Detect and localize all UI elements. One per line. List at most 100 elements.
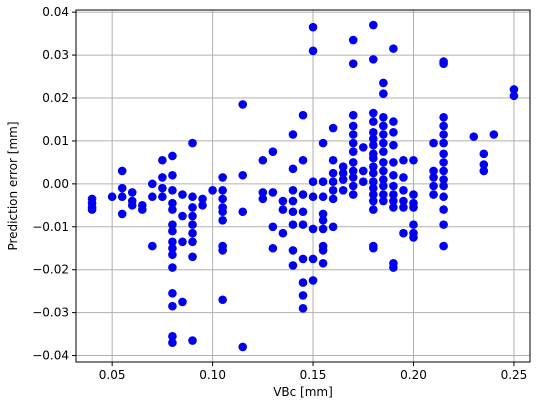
data-point [188, 237, 197, 247]
data-point [168, 250, 177, 259]
data-point [298, 304, 308, 313]
data-point [489, 130, 499, 139]
data-point [298, 220, 308, 229]
data-point [218, 295, 227, 305]
data-point [348, 173, 358, 182]
data-point [439, 241, 448, 251]
data-point [218, 173, 227, 182]
data-point [439, 181, 448, 191]
data-point [439, 166, 448, 176]
data-point [268, 188, 278, 197]
data-point [168, 237, 177, 247]
data-point [278, 196, 288, 206]
data-point [308, 22, 318, 32]
data-point [198, 194, 207, 204]
data-point [379, 196, 388, 206]
data-point [188, 220, 197, 229]
data-point [258, 155, 268, 165]
data-point [298, 155, 308, 165]
data-point [379, 166, 388, 176]
data-point [168, 198, 177, 208]
data-point [369, 108, 378, 118]
data-point [389, 140, 398, 150]
data-point [288, 246, 298, 255]
data-point [168, 226, 177, 236]
data-point [308, 177, 318, 187]
data-point [158, 173, 167, 182]
y-tick-label: 0.03 [42, 48, 69, 62]
data-point [288, 164, 298, 174]
data-point [429, 181, 438, 191]
data-point [348, 166, 358, 176]
data-point [158, 155, 167, 165]
data-point [168, 243, 177, 253]
data-point [338, 175, 348, 184]
data-point [208, 185, 217, 195]
data-point [198, 201, 207, 210]
data-point [379, 121, 388, 131]
data-point [308, 276, 318, 285]
data-point [358, 177, 368, 187]
data-point [328, 185, 338, 195]
data-point [188, 336, 197, 345]
data-point [117, 183, 127, 193]
data-point [188, 203, 197, 212]
data-point [409, 220, 418, 229]
data-point [379, 181, 388, 191]
data-point [348, 110, 358, 120]
data-point [168, 263, 177, 272]
data-point [399, 173, 408, 182]
data-point [338, 168, 348, 178]
data-point [439, 138, 448, 148]
data-point [318, 224, 328, 234]
data-point [389, 203, 398, 212]
data-point [298, 278, 308, 287]
data-point [188, 192, 197, 202]
data-point [509, 85, 519, 94]
data-point [258, 194, 268, 204]
data-point [369, 196, 378, 206]
data-point [439, 113, 448, 122]
data-point [479, 166, 489, 176]
data-point [288, 185, 298, 195]
data-point [409, 155, 418, 165]
y-tick-label: −0.01 [32, 220, 69, 234]
data-point [238, 100, 248, 109]
grid-lines [76, 10, 530, 362]
data-point [429, 166, 438, 176]
data-point [218, 216, 227, 225]
data-point [379, 158, 388, 167]
data-point [348, 147, 358, 156]
data-point [399, 228, 408, 238]
data-point [439, 192, 448, 202]
data-point [358, 143, 368, 152]
data-point [258, 188, 268, 197]
data-points [87, 20, 519, 352]
data-point [188, 211, 197, 221]
data-point [379, 138, 388, 148]
data-point [369, 162, 378, 171]
data-point [399, 196, 408, 206]
data-point [389, 158, 398, 167]
data-point [278, 205, 288, 214]
data-point [409, 233, 418, 242]
data-point [218, 185, 227, 195]
data-point [439, 220, 448, 229]
data-point [288, 130, 298, 139]
data-point [218, 246, 227, 255]
data-point [389, 44, 398, 53]
data-point [429, 190, 438, 199]
data-point [308, 192, 318, 202]
data-point [278, 228, 288, 238]
data-point [348, 181, 358, 191]
data-point [168, 151, 177, 161]
plot-area-frame [75, 9, 531, 363]
data-point [389, 190, 398, 199]
data-point [158, 192, 167, 202]
data-point [348, 59, 358, 68]
y-axis-label: Prediction error [mm] [6, 121, 20, 250]
data-point [238, 170, 248, 180]
data-point [298, 207, 308, 217]
data-point [168, 185, 177, 195]
data-point [318, 192, 328, 202]
